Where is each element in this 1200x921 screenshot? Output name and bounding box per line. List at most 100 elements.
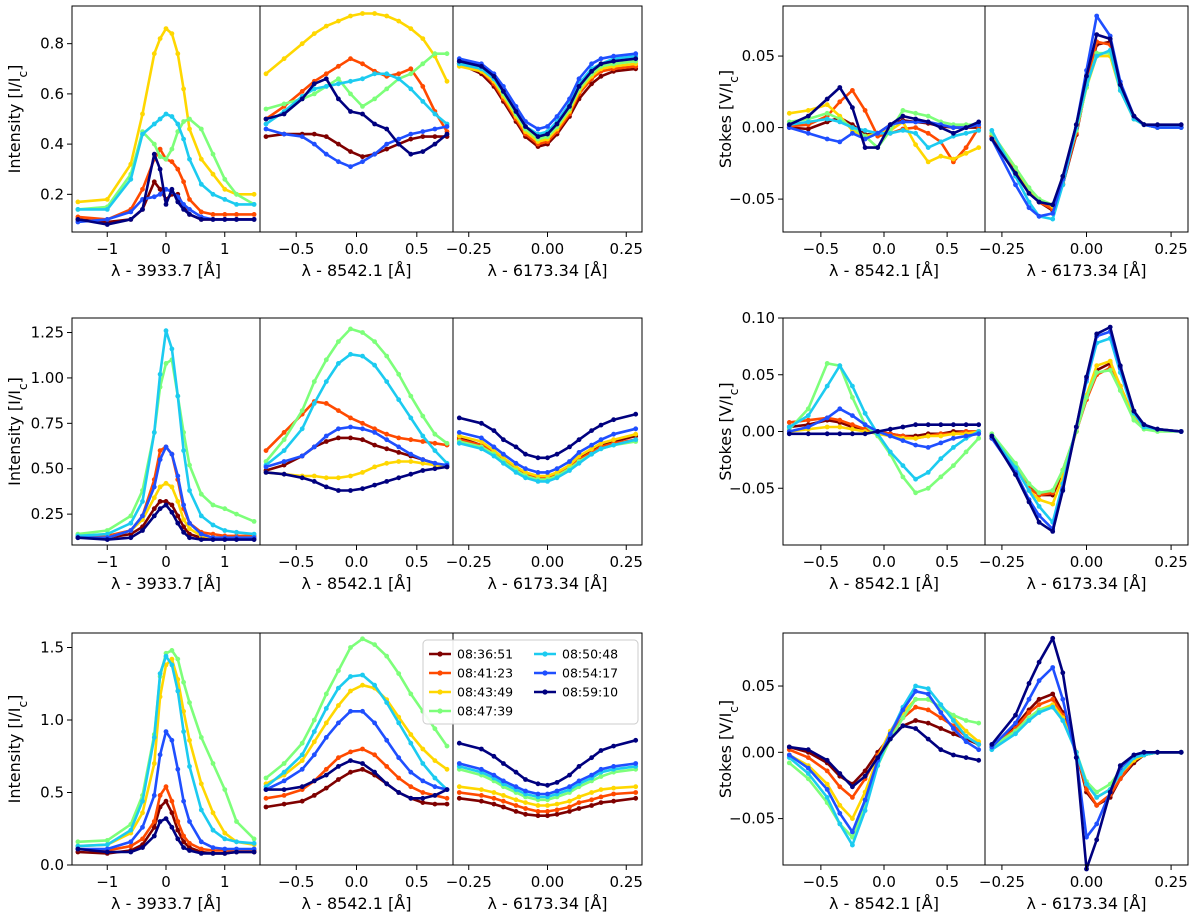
data-point <box>151 513 157 519</box>
data-point <box>963 433 969 439</box>
data-point <box>598 437 604 443</box>
data-point <box>925 485 931 491</box>
data-point <box>576 778 582 784</box>
y-axis-label: Stokes [V/Ic] <box>716 70 741 168</box>
series-line <box>77 329 255 538</box>
data-point <box>157 116 163 122</box>
data-point <box>1013 171 1018 176</box>
data-point <box>75 839 81 845</box>
y-tick-label: 0.00 <box>742 423 775 441</box>
data-point <box>263 464 269 470</box>
data-point <box>311 479 317 484</box>
x-tick-label: −0.25 <box>446 240 492 258</box>
data-point <box>198 217 204 222</box>
data-point <box>175 121 181 127</box>
data-point <box>786 424 792 430</box>
data-point <box>589 81 594 87</box>
data-point <box>513 460 519 466</box>
data-point <box>372 464 377 470</box>
series-08:59:10 <box>989 32 1184 208</box>
data-point <box>408 66 414 72</box>
data-point <box>786 122 792 128</box>
legend-item: 08:54:17 <box>534 666 618 681</box>
data-point <box>1178 122 1184 128</box>
data-point <box>850 422 855 428</box>
x-axis-label: λ - 8542.1 [Å] <box>829 574 939 593</box>
data-point <box>157 499 163 504</box>
data-point <box>311 379 317 384</box>
data-point <box>951 752 956 758</box>
x-tick-label: −0.5 <box>278 240 314 258</box>
data-point <box>1084 73 1089 79</box>
data-point <box>598 422 604 428</box>
data-point <box>938 433 944 439</box>
data-point <box>913 726 918 731</box>
data-point <box>913 125 918 130</box>
data-point <box>348 708 353 714</box>
panel-r1_v_fe: −0.25 0.00 0.25 λ - 6173.34 [Å] <box>979 317 1189 593</box>
panel-r0_ir: −0.5 0.0 0.5 λ - 8542.1 [Å] <box>259 5 454 280</box>
data-point <box>491 801 497 807</box>
data-point <box>850 829 855 835</box>
data-point <box>396 475 402 481</box>
data-point <box>989 136 995 142</box>
data-point <box>900 127 906 133</box>
data-point <box>299 134 305 140</box>
data-point <box>420 99 426 104</box>
x-axis-label: λ - 8542.1 [Å] <box>829 894 939 913</box>
data-point <box>181 502 187 508</box>
series-08:59:10 <box>456 56 639 140</box>
data-point <box>157 506 163 512</box>
data-point <box>589 451 594 457</box>
data-point <box>348 164 353 170</box>
x-axis-label: λ - 3933.7 [Å] <box>111 894 221 913</box>
data-point <box>336 685 341 691</box>
data-point <box>336 96 341 102</box>
data-point <box>824 96 830 102</box>
data-point <box>151 495 157 501</box>
data-point <box>299 798 305 804</box>
data-point <box>1141 422 1147 428</box>
data-point <box>396 790 402 795</box>
series-line <box>265 436 448 472</box>
data-point <box>360 746 365 752</box>
data-point <box>554 470 560 475</box>
data-point <box>408 151 414 157</box>
data-point <box>396 775 402 781</box>
data-point <box>175 513 181 519</box>
x-tick-label: 0.5 <box>935 873 959 891</box>
x-axis-label: λ - 6173.34 [Å] <box>487 261 607 280</box>
data-point <box>850 795 855 800</box>
data-point <box>234 511 239 517</box>
data-point <box>824 787 830 792</box>
data-point <box>1060 670 1066 676</box>
data-point <box>408 71 414 77</box>
data-point <box>456 784 462 790</box>
data-point <box>545 131 550 137</box>
data-point <box>181 119 187 124</box>
data-point <box>187 116 192 122</box>
data-point <box>234 839 239 845</box>
data-point <box>491 795 497 801</box>
data-point <box>281 793 287 798</box>
data-point <box>925 707 931 713</box>
y-axis-label: Intensity [I/Ic] <box>5 377 30 486</box>
data-point <box>396 136 402 142</box>
data-point <box>151 819 157 824</box>
panel-r2_ir: −0.5 0.0 0.5 λ - 8542.1 [Å] <box>259 632 454 913</box>
data-point <box>169 662 175 668</box>
data-point <box>501 437 506 443</box>
data-point <box>181 729 187 734</box>
data-point <box>140 207 145 212</box>
data-point <box>1050 665 1056 670</box>
series-line <box>77 445 255 540</box>
data-point <box>408 86 414 92</box>
data-point <box>198 851 204 856</box>
data-point <box>598 800 604 805</box>
y-tick-label: 0.05 <box>742 677 775 695</box>
series-08:41:23 <box>263 56 450 135</box>
data-point <box>925 470 931 475</box>
data-point <box>360 766 365 772</box>
data-point <box>900 723 906 729</box>
data-point <box>281 801 287 807</box>
